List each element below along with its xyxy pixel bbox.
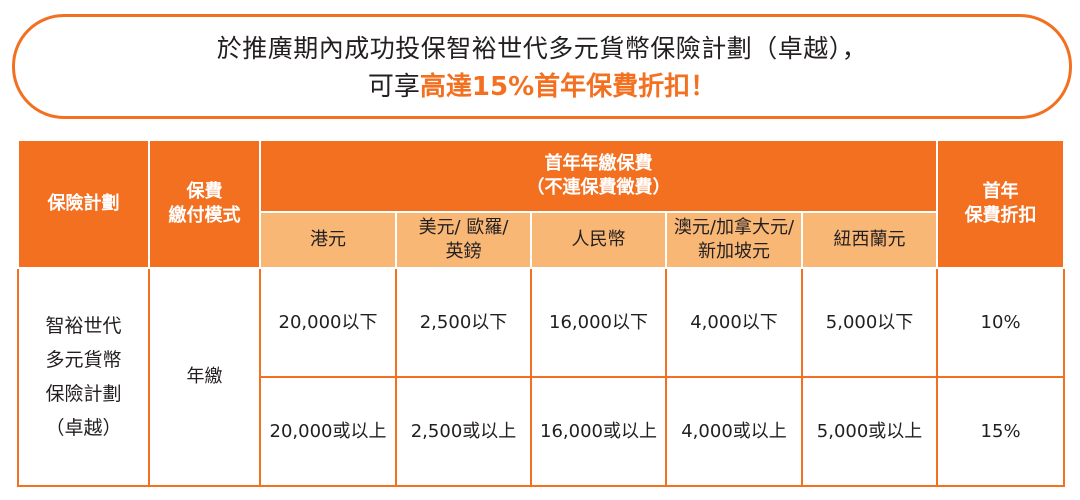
header-premium: 首年年繳保費 （不連保費徵費） [258,141,939,213]
promo-line-2: 可享高達15%首年保費折扣！ [15,67,1069,107]
discount-cell: 10% [936,267,1066,378]
header-payment-mode: 保費 繳付模式 [148,141,261,269]
cell: 2,500或以上 [395,376,532,487]
header-currency: 紐西蘭元 [800,211,939,269]
promo-line-1: 於推廣期內成功投保智裕世代多元貨幣保險計劃（卓越）， [216,34,868,63]
header-currency: 港元 [259,211,397,269]
cell: 4,000以下 [665,267,803,378]
discount-table: 保險計劃 保費 繳付模式 首年年繳保費 （不連保費徵費） 首年 保費折扣 港元 … [17,141,1066,487]
header-plan: 保險計劃 [17,141,150,269]
header-currency: 澳元/加拿大元/ 新加坡元 [665,211,803,269]
header-currency: 美元/ 歐羅/ 英鎊 [395,211,532,269]
cell: 4,000或以上 [665,376,803,487]
cell: 20,000以下 [259,267,397,378]
promo-highlight: 高達15%首年保費折扣！ [419,72,717,102]
header-discount: 首年 保費折扣 [936,141,1066,269]
discount-cell: 15% [936,376,1066,487]
promo-prefix: 可享 [367,72,420,102]
cell: 16,000或以上 [530,376,667,487]
table-row: 智裕世代 多元貨幣 保險計劃 （卓越） 年繳 20,000以下 2,500以下 … [17,267,1066,487]
cell: 5,000以下 [800,267,939,378]
cell: 20,000或以上 [259,376,397,487]
header-currency: 人民幣 [530,211,667,269]
cell: 5,000或以上 [800,376,939,487]
plan-name: 智裕世代 多元貨幣 保險計劃 （卓越） [17,267,150,487]
payment-mode: 年繳 [148,267,261,487]
table-row: 20,000或以上 2,500或以上 16,000或以上 4,000或以上 5,… [18,376,1066,487]
cell: 16,000以下 [530,267,667,378]
cell: 2,500以下 [395,267,532,378]
promo-banner: 於推廣期內成功投保智裕世代多元貨幣保險計劃（卓越）， 可享高達15%首年保費折扣… [12,14,1072,119]
